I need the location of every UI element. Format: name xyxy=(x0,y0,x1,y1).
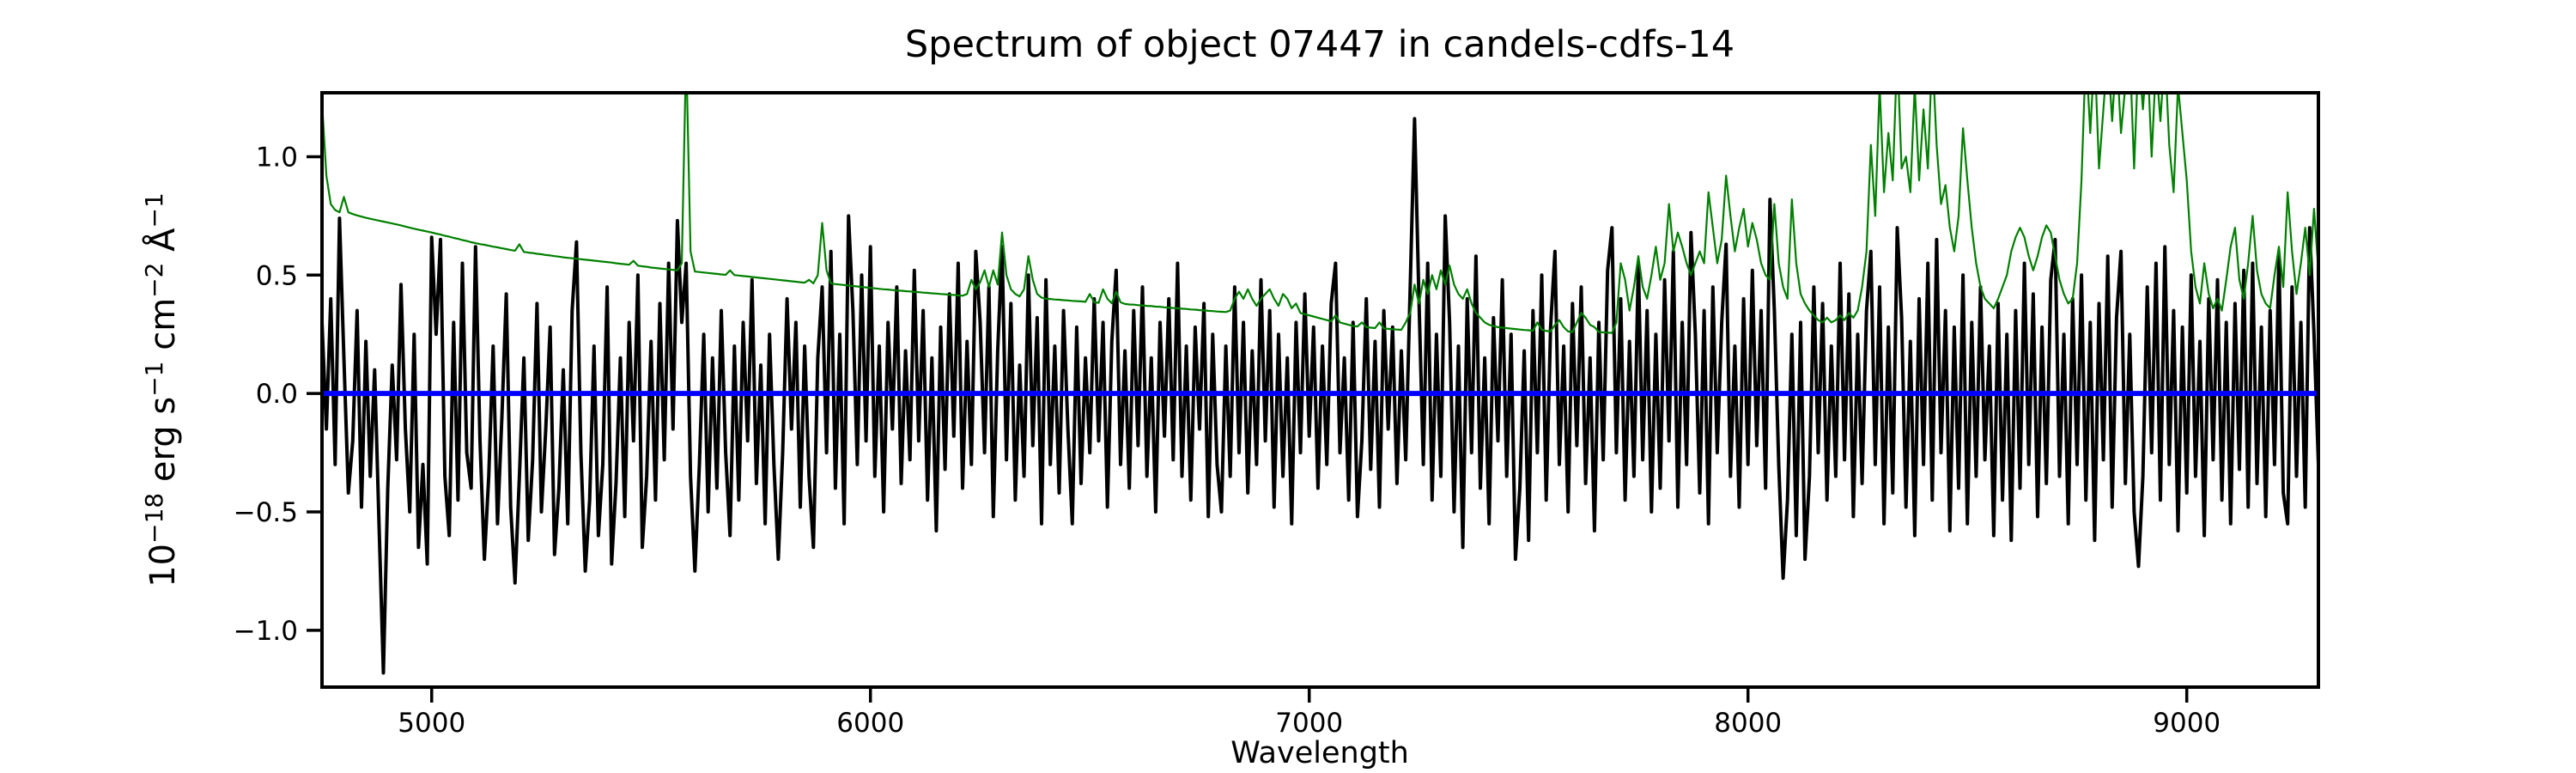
y-tick-label: −1.0 xyxy=(234,616,298,647)
y-axis-ticks: 1.0 0.5 0.0 −0.5 −1.0 xyxy=(234,142,322,647)
x-tick-label: 5000 xyxy=(398,708,465,739)
noise-spectrum-line xyxy=(322,93,2318,334)
plot-area xyxy=(322,93,2318,675)
axes-border xyxy=(320,91,2320,689)
x-axis-ticks: 5000 6000 7000 8000 9000 xyxy=(398,687,2221,739)
flux-spectrum-line xyxy=(322,117,2318,675)
x-tick-label: 9000 xyxy=(2153,708,2221,739)
y-tick-label: −0.5 xyxy=(234,497,298,528)
y-tick-label: 0.0 xyxy=(256,379,298,410)
y-axis-label: 10−18​ erg s−1​ cm−2​ Å−1​ xyxy=(140,192,183,587)
x-tick-label: 7000 xyxy=(1275,708,1343,739)
chart-title: Spectrum of object 07447 in candels-cdfs… xyxy=(905,23,1735,66)
x-axis-label: Wavelength xyxy=(1230,736,1409,770)
x-tick-label: 8000 xyxy=(1714,708,1782,739)
y-tick-label: 1.0 xyxy=(256,142,298,173)
x-tick-label: 6000 xyxy=(836,708,904,739)
y-tick-label: 0.5 xyxy=(256,260,298,291)
